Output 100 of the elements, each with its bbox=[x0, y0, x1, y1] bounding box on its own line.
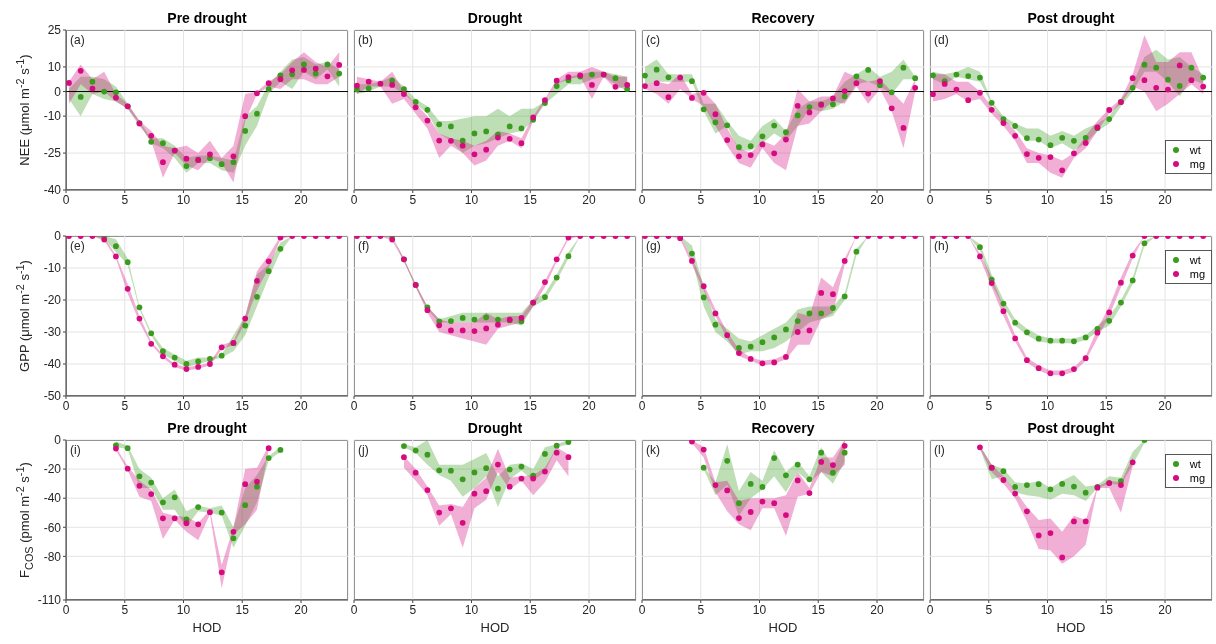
x-axis-title: HOD bbox=[1055, 620, 1087, 635]
y-tick-label: -50 bbox=[43, 389, 62, 404]
x-tick-label: 5 bbox=[697, 602, 705, 617]
x-tick-label: 20 bbox=[582, 192, 596, 207]
y-tick-label: -40 bbox=[43, 491, 62, 506]
y-tick-label: -80 bbox=[43, 549, 62, 564]
x-tick-label: 15 bbox=[235, 398, 250, 413]
chart-title: Drought bbox=[466, 10, 524, 26]
chart-title: Post drought bbox=[1026, 420, 1116, 436]
x-tick-label: 0 bbox=[926, 398, 934, 413]
annotation: (j) bbox=[358, 443, 369, 457]
chart-title: Post drought bbox=[1026, 10, 1116, 26]
x-tick-label: 10 bbox=[464, 602, 479, 617]
x-tick-label: 5 bbox=[121, 602, 129, 617]
x-tick-label: 10 bbox=[464, 398, 479, 413]
x-tick-label: 15 bbox=[523, 602, 538, 617]
y-tick-label: -10 bbox=[43, 261, 62, 276]
x-tick-label: 5 bbox=[409, 398, 417, 413]
x-tick-label: 5 bbox=[985, 398, 993, 413]
x-tick-label: 20 bbox=[294, 602, 308, 617]
legend-label: mg bbox=[1189, 267, 1205, 281]
x-tick-label: 10 bbox=[752, 398, 767, 413]
x-tick-label: 10 bbox=[176, 602, 191, 617]
y-tick-label: -110 bbox=[37, 593, 62, 608]
x-tick-label: 20 bbox=[294, 398, 308, 413]
x-tick-label: 5 bbox=[121, 398, 129, 413]
annotation: (c) bbox=[646, 33, 660, 47]
x-tick-label: 0 bbox=[638, 398, 646, 413]
x-tick-label: 10 bbox=[752, 192, 767, 207]
x-tick-label: 20 bbox=[1158, 398, 1172, 413]
x-tick-label: 5 bbox=[409, 192, 417, 207]
x-tick-label: 5 bbox=[697, 398, 705, 413]
x-tick-label: 20 bbox=[1158, 602, 1172, 617]
x-tick-label: 15 bbox=[1099, 192, 1114, 207]
x-tick-label: 0 bbox=[350, 192, 358, 207]
legend-label: wt bbox=[1189, 143, 1201, 157]
x-tick-label: 20 bbox=[870, 398, 884, 413]
x-tick-label: 20 bbox=[294, 192, 308, 207]
legend-label: mg bbox=[1189, 157, 1205, 171]
x-tick-label: 5 bbox=[985, 192, 993, 207]
x-tick-label: 0 bbox=[926, 602, 934, 617]
x-tick-label: 0 bbox=[350, 602, 358, 617]
x-tick-label: 0 bbox=[926, 192, 934, 207]
x-tick-label: 15 bbox=[523, 192, 538, 207]
x-axis-title: HOD bbox=[479, 620, 511, 635]
x-axis-title: HOD bbox=[191, 620, 223, 635]
x-tick-label: 20 bbox=[582, 602, 596, 617]
annotation: (g) bbox=[646, 239, 661, 253]
y-tick-label: -20 bbox=[43, 293, 62, 308]
x-tick-label: 10 bbox=[176, 398, 191, 413]
annotation: (k) bbox=[646, 443, 660, 457]
x-tick-label: 15 bbox=[811, 192, 826, 207]
x-tick-label: 10 bbox=[176, 192, 191, 207]
x-tick-label: 15 bbox=[235, 602, 250, 617]
y-tick-label: 10 bbox=[47, 60, 62, 75]
y-tick-label: 0 bbox=[54, 84, 62, 99]
annotation: (b) bbox=[358, 33, 373, 47]
y-tick-label: -10 bbox=[43, 109, 62, 124]
legend-label: wt bbox=[1189, 253, 1201, 267]
x-tick-label: 15 bbox=[1099, 398, 1114, 413]
x-tick-label: 20 bbox=[1158, 192, 1172, 207]
annotation: (d) bbox=[934, 33, 949, 47]
x-tick-label: 20 bbox=[870, 602, 884, 617]
x-tick-label: 0 bbox=[638, 192, 646, 207]
y-tick-label: -25 bbox=[43, 146, 62, 161]
x-tick-label: 20 bbox=[582, 398, 596, 413]
y-tick-label: -40 bbox=[43, 357, 62, 372]
x-tick-label: 15 bbox=[1099, 602, 1114, 617]
y-tick-label: 25 bbox=[47, 23, 62, 38]
x-axis-title: HOD bbox=[767, 620, 799, 635]
chart-title: Drought bbox=[466, 420, 524, 436]
y-tick-label: -40 bbox=[43, 183, 62, 198]
x-tick-label: 5 bbox=[985, 602, 993, 617]
legend-label: mg bbox=[1189, 471, 1205, 485]
y-tick-label: -20 bbox=[43, 462, 62, 477]
x-tick-label: 20 bbox=[870, 192, 884, 207]
x-tick-label: 0 bbox=[350, 398, 358, 413]
x-tick-label: 15 bbox=[523, 398, 538, 413]
x-tick-label: 10 bbox=[464, 192, 479, 207]
x-tick-label: 5 bbox=[121, 192, 129, 207]
x-tick-label: 10 bbox=[1040, 602, 1055, 617]
annotation: (h) bbox=[934, 239, 949, 253]
y-tick-label: 0 bbox=[54, 229, 62, 244]
x-tick-label: 10 bbox=[1040, 398, 1055, 413]
x-tick-label: 10 bbox=[1040, 192, 1055, 207]
y-tick-label: -30 bbox=[43, 325, 62, 340]
y-tick-label: -60 bbox=[43, 520, 62, 535]
y-tick-label: 0 bbox=[54, 433, 62, 448]
annotation: (a) bbox=[70, 33, 85, 47]
x-tick-label: 15 bbox=[811, 602, 826, 617]
x-tick-label: 0 bbox=[638, 602, 646, 617]
chart-title: Recovery bbox=[750, 420, 816, 436]
chart-title: Pre drought bbox=[166, 10, 248, 26]
annotation: (f) bbox=[358, 239, 370, 253]
annotation: (l) bbox=[934, 443, 945, 457]
x-tick-label: 15 bbox=[811, 398, 826, 413]
chart-title: Recovery bbox=[750, 10, 816, 26]
x-tick-label: 10 bbox=[752, 602, 767, 617]
annotation: (e) bbox=[70, 239, 85, 253]
x-tick-label: 15 bbox=[235, 192, 250, 207]
